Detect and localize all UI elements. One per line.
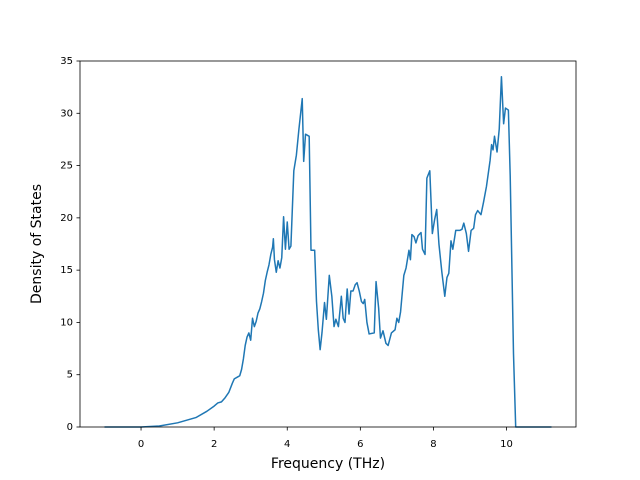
y-axis-label: Density of States bbox=[29, 184, 45, 304]
x-axis-label: Frequency (THz) bbox=[271, 456, 385, 472]
y-tick-label: 10 bbox=[60, 317, 73, 328]
y-tick-label: 0 bbox=[67, 422, 73, 433]
x-tick-label: 6 bbox=[357, 439, 363, 450]
y-tick-label: 15 bbox=[60, 265, 73, 276]
y-tick-label: 30 bbox=[60, 108, 73, 119]
x-tick-label: 8 bbox=[430, 439, 436, 450]
plot-area bbox=[104, 75, 552, 428]
y-tick-label: 20 bbox=[60, 213, 73, 224]
x-tick-label: 4 bbox=[284, 439, 290, 450]
x-tick-label: 2 bbox=[211, 439, 217, 450]
data-line bbox=[104, 75, 552, 428]
y-tick-label: 5 bbox=[67, 370, 73, 381]
x-tick-label: 0 bbox=[138, 439, 144, 450]
x-tick-label: 10 bbox=[500, 439, 513, 450]
axes-frame bbox=[79, 60, 577, 428]
y-tick-label: 25 bbox=[60, 161, 73, 172]
y-tick-label: 35 bbox=[60, 56, 73, 67]
